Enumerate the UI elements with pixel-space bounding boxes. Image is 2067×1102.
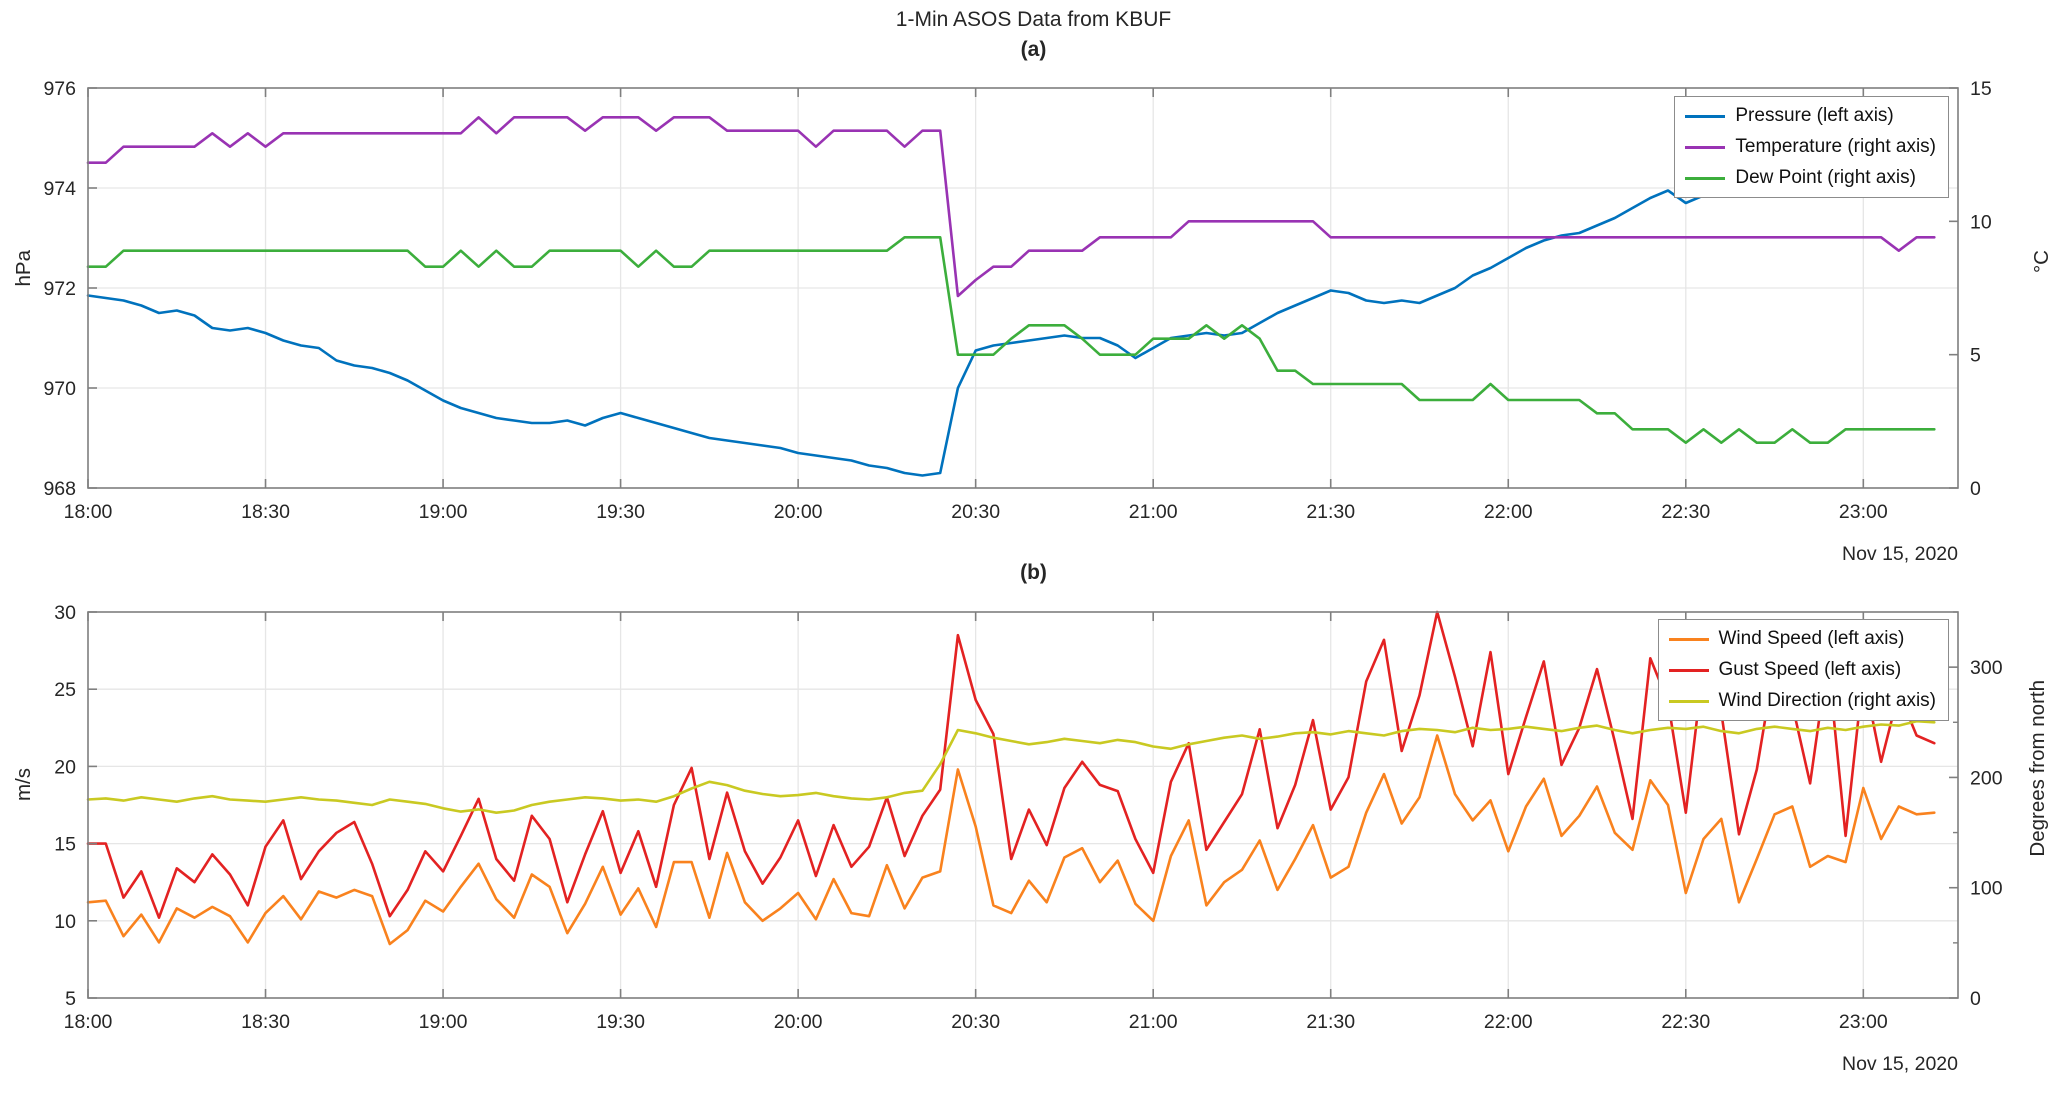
temperature-legend-label: Temperature (right axis) — [1735, 136, 1936, 157]
gust-speed-legend-label: Gust Speed (left axis) — [1718, 659, 1902, 680]
panel-b-date-label: Nov 15, 2020 — [1841, 1053, 1958, 1075]
left-tick-label: 20 — [54, 756, 76, 778]
x-tick-label: 23:00 — [1839, 1011, 1888, 1033]
x-tick-label: 18:30 — [241, 1011, 290, 1033]
right-tick-label: 5 — [1970, 345, 1981, 367]
legend-entry-wind-direction: Wind Direction (right axis) — [1668, 687, 1937, 715]
x-tick-label: 18:00 — [64, 1011, 113, 1033]
wind-direction-legend-swatch — [1668, 699, 1709, 703]
x-tick-label: 19:00 — [419, 1011, 468, 1033]
wind-direction-legend-label: Wind Direction (right axis) — [1718, 690, 1937, 711]
gust-speed-legend-swatch — [1668, 668, 1709, 672]
temperature-line — [86, 116, 1936, 298]
dew-point-legend-label: Dew Point (right axis) — [1735, 167, 1916, 188]
x-tick-label: 21:30 — [1306, 1011, 1355, 1033]
left-tick-label: 974 — [43, 178, 76, 200]
ticks-a: 18:00 18:30 19:00 19:30 20:00 20:30 21:00 21:30… — [43, 78, 1991, 523]
legend-entry-temperature: Temperature (right axis) — [1685, 133, 1936, 161]
figure-title: 1-Min ASOS Data from KBUF — [895, 8, 1172, 31]
panel-b: 18:00 18:30 19:00 19:30 20:00 20:30 21:00 21:30… — [54, 602, 2002, 1033]
left-tick-label: 25 — [54, 679, 76, 701]
wind-speed-line — [86, 734, 1936, 946]
panel-b-legend: Wind Speed (left axis) Gust Speed (left a… — [1657, 619, 1949, 721]
x-tick-label: 19:30 — [596, 1011, 645, 1033]
x-tick-label: 21:30 — [1306, 501, 1355, 523]
pressure-line — [86, 116, 1936, 477]
left-tick-label: 5 — [65, 988, 76, 1010]
wind-direction-line — [86, 719, 1936, 815]
x-tick-label: 20:30 — [951, 501, 1000, 523]
panel-a-left-axis-label: hPa — [12, 250, 35, 287]
x-tick-label: 21:00 — [1129, 501, 1178, 523]
panel-b-left-axis-label: m/s — [12, 768, 35, 802]
panel-b-right-axis-label: Degrees from north — [2026, 680, 2049, 857]
legend-entry-pressure: Pressure (left axis) — [1685, 102, 1936, 130]
x-tick-label: 22:30 — [1661, 1011, 1710, 1033]
left-tick-label: 972 — [43, 278, 76, 300]
left-tick-label: 10 — [54, 911, 76, 933]
x-tick-label: 21:00 — [1129, 1011, 1178, 1033]
right-tick-label: 100 — [1970, 878, 2003, 900]
axes-box-b — [87, 611, 1959, 999]
x-tick-label: 20:00 — [774, 501, 823, 523]
left-tick-label: 970 — [43, 378, 76, 400]
left-tick-label: 30 — [54, 602, 76, 624]
dew-point-line — [86, 236, 1936, 445]
panel-b-label: (b) — [1020, 561, 1047, 584]
legend-entry-gust-speed: Gust Speed (left axis) — [1668, 656, 1937, 684]
left-tick-label: 976 — [43, 78, 76, 100]
x-tick-label: 22:00 — [1484, 501, 1533, 523]
legend-entry-dew-point: Dew Point (right axis) — [1685, 164, 1936, 192]
panel-a-right-axis-label: °C — [2030, 250, 2053, 274]
x-tick-label: 19:30 — [596, 501, 645, 523]
gust-speed-line — [86, 610, 1936, 920]
x-tick-label: 20:30 — [951, 1011, 1000, 1033]
right-tick-label: 200 — [1970, 767, 2003, 789]
wind-speed-legend-label: Wind Speed (left axis) — [1718, 628, 1905, 649]
x-tick-label: 22:00 — [1484, 1011, 1533, 1033]
panel-a: 18:00 18:30 19:00 19:30 20:00 20:30 21:00 21:30… — [43, 78, 1991, 523]
right-tick-label: 10 — [1970, 211, 1992, 233]
x-tick-label: 23:00 — [1839, 501, 1888, 523]
temperature-legend-swatch — [1685, 145, 1726, 149]
right-tick-label: 0 — [1970, 478, 1981, 500]
panel-a-label: (a) — [1020, 38, 1047, 61]
pressure-legend-swatch — [1685, 114, 1726, 118]
dew-point-legend-swatch — [1685, 176, 1726, 180]
x-tick-label: 20:00 — [774, 1011, 823, 1033]
legend-entry-wind-speed: Wind Speed (left axis) — [1668, 625, 1937, 653]
wind-speed-legend-swatch — [1668, 637, 1709, 641]
left-tick-label: 15 — [54, 834, 76, 856]
panel-a-legend: Pressure (left axis) Temperature (right a… — [1674, 96, 1949, 198]
ticks-b: 18:00 18:30 19:00 19:30 20:00 20:30 21:00 21:30… — [54, 602, 2002, 1033]
right-tick-label: 300 — [1970, 657, 2003, 679]
x-tick-label: 18:30 — [241, 501, 290, 523]
panel-a-date-label: Nov 15, 2020 — [1841, 543, 1958, 565]
x-tick-label: 22:30 — [1661, 501, 1710, 523]
pressure-legend-label: Pressure (left axis) — [1735, 105, 1894, 126]
right-tick-label: 0 — [1970, 988, 1981, 1010]
x-tick-label: 18:00 — [64, 501, 113, 523]
right-tick-label: 15 — [1970, 78, 1992, 100]
x-tick-label: 19:00 — [419, 501, 468, 523]
left-tick-label: 968 — [43, 478, 76, 500]
gridlines-a — [88, 88, 1958, 488]
